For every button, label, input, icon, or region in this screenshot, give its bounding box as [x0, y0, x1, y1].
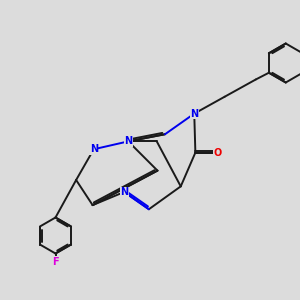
Text: O: O — [213, 148, 221, 158]
Text: N: N — [120, 187, 128, 197]
Text: N: N — [124, 136, 132, 146]
Text: N: N — [90, 144, 98, 154]
Text: N: N — [190, 109, 198, 118]
Text: F: F — [52, 257, 59, 267]
